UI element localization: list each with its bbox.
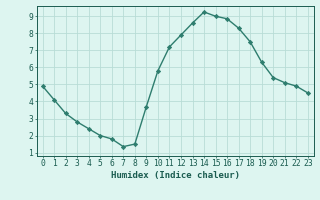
X-axis label: Humidex (Indice chaleur): Humidex (Indice chaleur)	[111, 171, 240, 180]
